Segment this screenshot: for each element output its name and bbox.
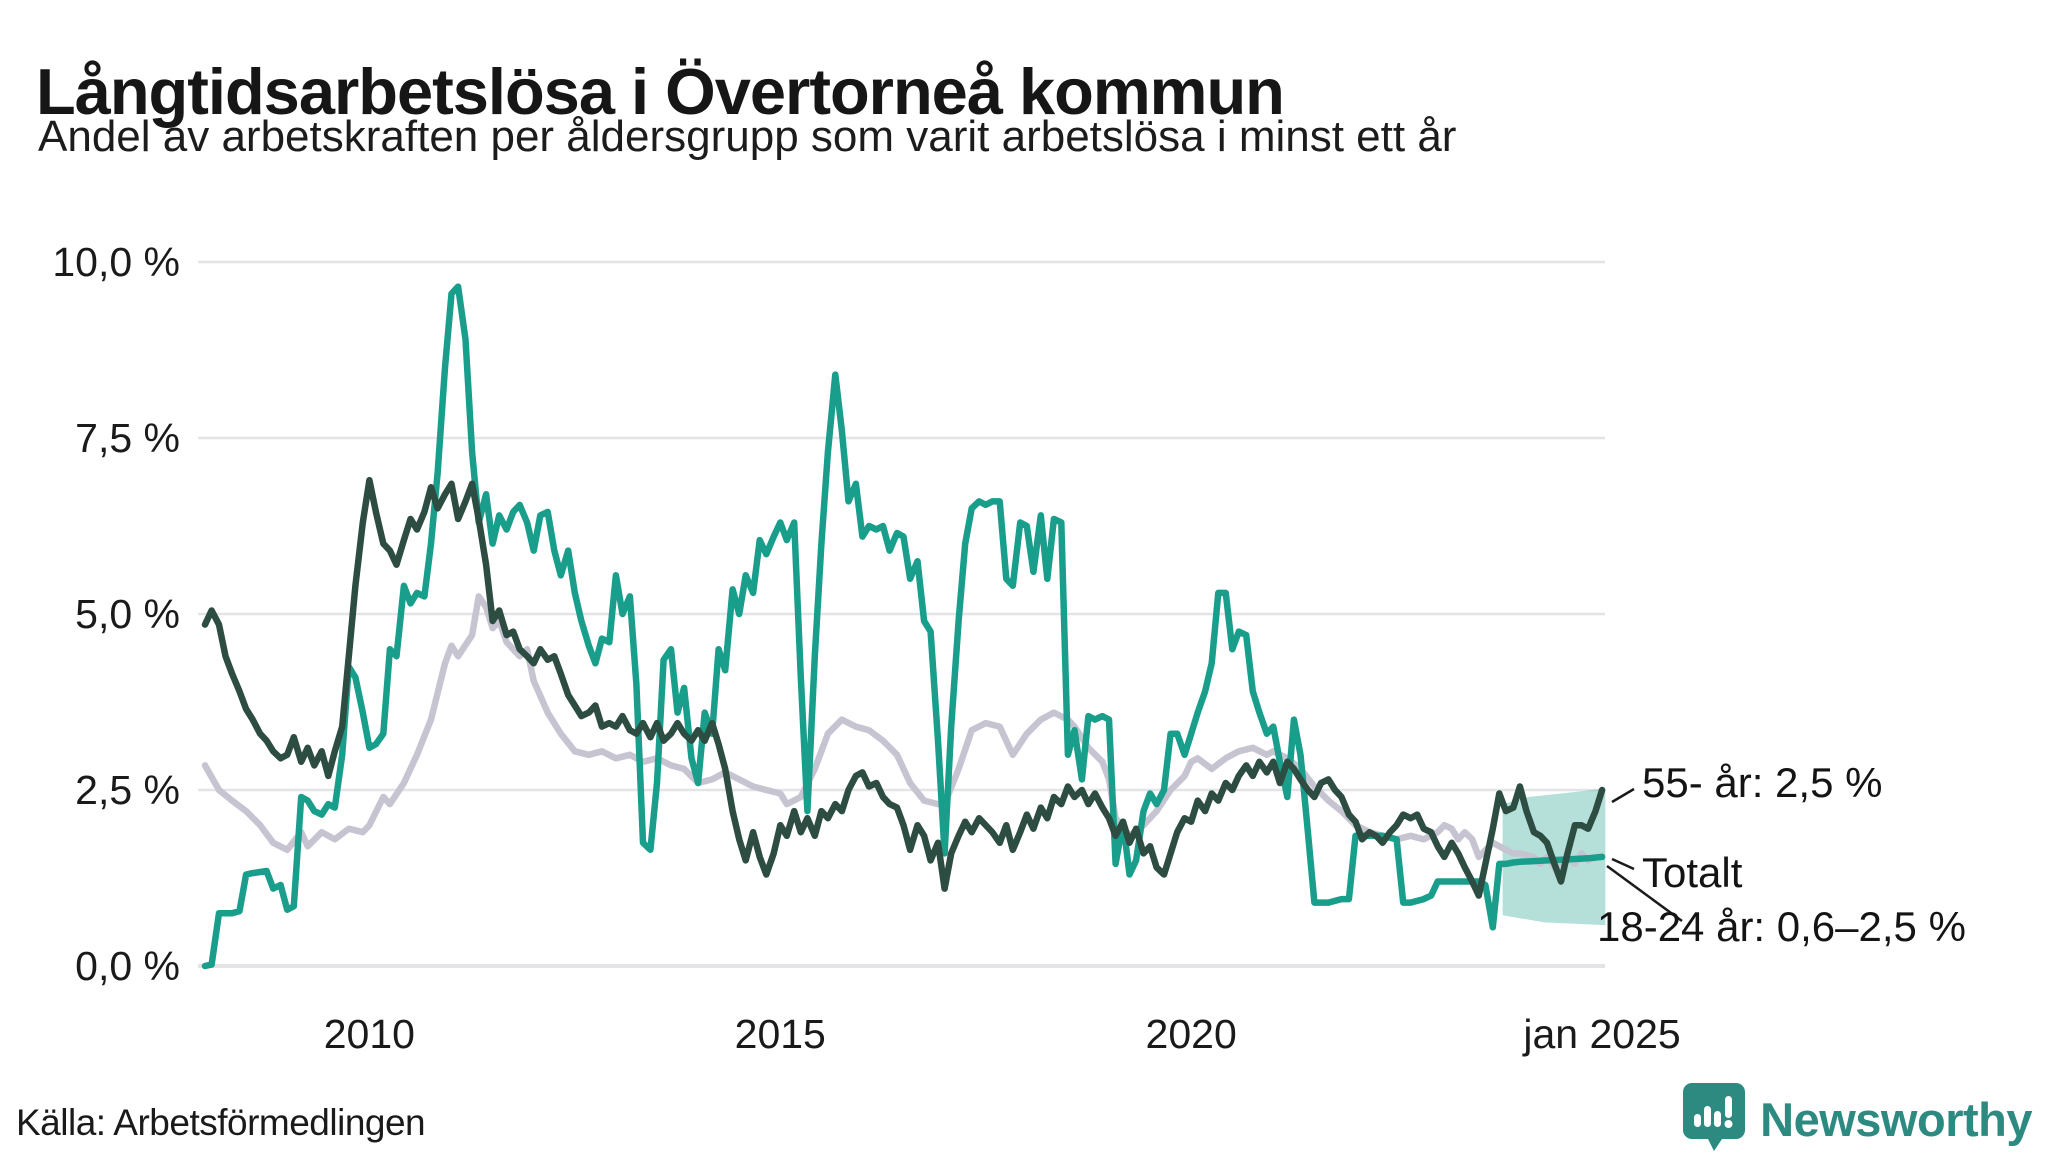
x-tick-label: 2010 (324, 1011, 415, 1057)
series-line-Totalt (201, 593, 1606, 871)
annotation-leader (1606, 864, 1683, 923)
y-tick-label: 5,0 % (75, 591, 180, 637)
series-lines (201, 283, 1606, 970)
chart-subtitle: Andel av arbetskraften per åldersgrupp s… (38, 112, 1457, 161)
series-line-55-r (201, 476, 1606, 899)
x-tick-label: 2020 (1146, 1011, 1237, 1057)
y-axis-labels: 0,0 % 2,5 % 5,0 % 7,5 % 10,0 % (52, 239, 180, 989)
annotation-label: 55- år: 2,5 % (1642, 759, 1882, 806)
line-chart: 0,0 % 2,5 % 5,0 % 7,5 % 10,0 % 2010 2015 2020 j… (52, 239, 1966, 1057)
y-tick-label: 10,0 % (52, 239, 180, 285)
page-title: Långtidsarbetslösa i Övertorneå kommun (36, 54, 1285, 128)
newsworthy-icon (1682, 1082, 1746, 1157)
annotation-label: Totalt (1642, 849, 1743, 896)
y-tick-label: 0,0 % (75, 943, 180, 989)
annotation-leader (1611, 787, 1635, 804)
y-tick-label: 7,5 % (75, 415, 180, 461)
newsworthy-logo: Newsworthy (1682, 1082, 2032, 1157)
source-note: Källa: Arbetsförmedlingen (16, 1102, 426, 1143)
annotation-leader (1611, 857, 1635, 871)
y-tick-label: 2,5 % (75, 767, 180, 813)
x-axis-labels: 2010 2015 2020 jan 2025 (324, 1011, 1681, 1057)
series-end-annotations: 55- år: 2,5 % Totalt 18-24 år: 0,6–2,5 % (1597, 759, 1966, 950)
annotation-label: 18-24 år: 0,6–2,5 % (1597, 903, 1966, 950)
series-line-18-24r (201, 283, 1606, 970)
gridlines (198, 260, 1605, 968)
x-tick-label: 2015 (735, 1011, 826, 1057)
x-tick-label: jan 2025 (1522, 1011, 1680, 1057)
newsworthy-wordmark: Newsworthy (1760, 1093, 2032, 1146)
